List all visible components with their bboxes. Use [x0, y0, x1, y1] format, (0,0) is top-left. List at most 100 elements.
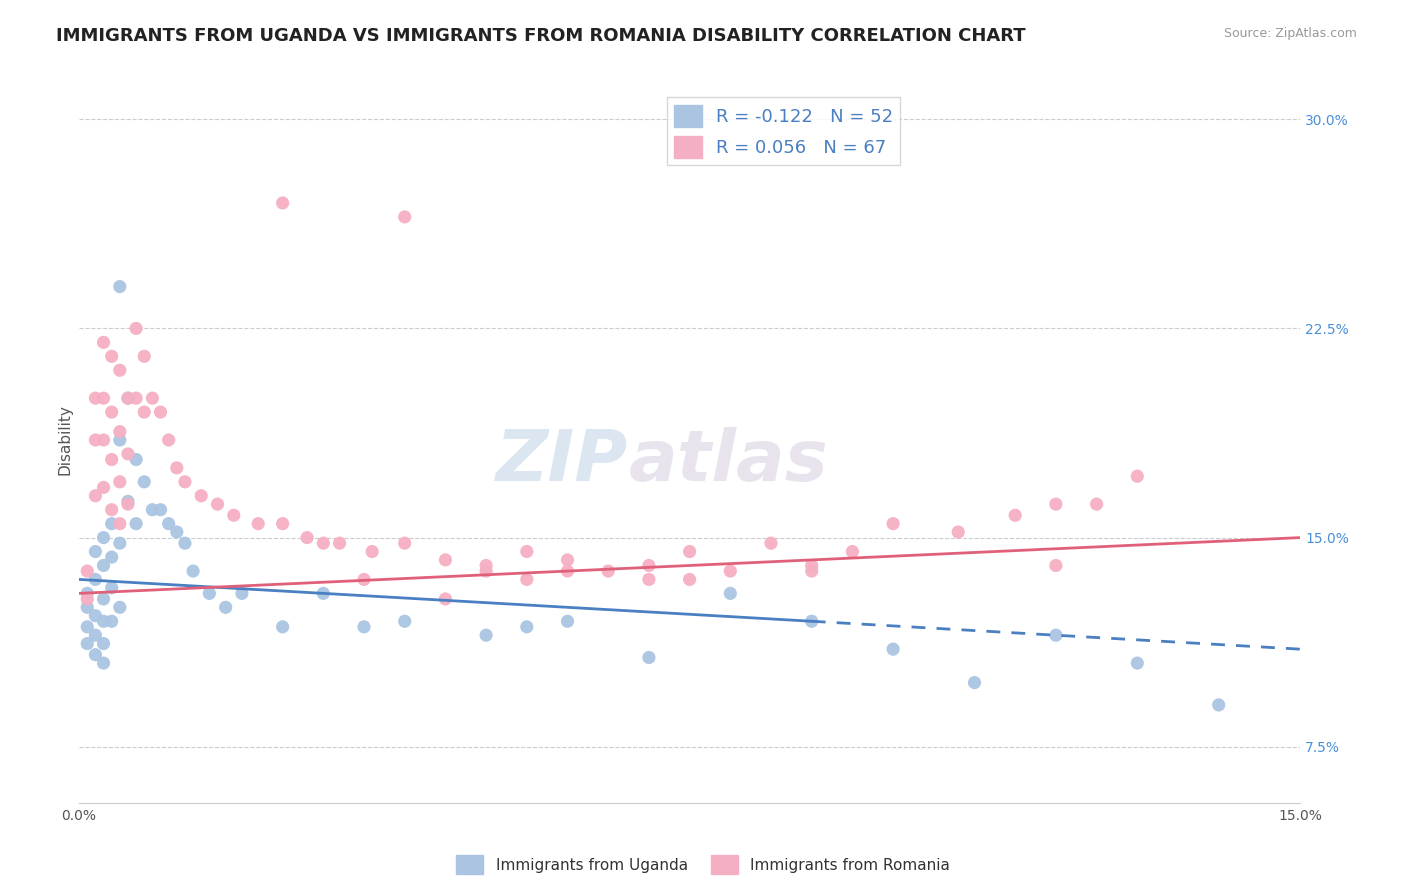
Point [394, 614, 416, 628]
Point [353, 620, 375, 634]
Point [434, 553, 457, 567]
Point [841, 544, 863, 558]
Point [84, 573, 107, 587]
Y-axis label: Disability: Disability [58, 405, 72, 475]
Point [93, 391, 115, 405]
Point [93, 531, 115, 545]
Point [117, 391, 139, 405]
Text: Source: ZipAtlas.com: Source: ZipAtlas.com [1223, 27, 1357, 40]
Point [157, 516, 180, 531]
Point [117, 391, 139, 405]
Point [125, 391, 148, 405]
Point [638, 573, 661, 587]
Point [312, 586, 335, 600]
Point [84, 608, 107, 623]
Point [84, 628, 107, 642]
Point [963, 675, 986, 690]
Point [108, 600, 131, 615]
Point [84, 648, 107, 662]
Point [882, 642, 904, 657]
Point [108, 279, 131, 293]
Point [93, 591, 115, 606]
Point [100, 452, 122, 467]
Point [1208, 698, 1230, 712]
Point [93, 558, 115, 573]
Point [557, 614, 579, 628]
Point [1045, 558, 1067, 573]
Point [125, 321, 148, 335]
Point [76, 600, 98, 615]
Point [100, 550, 122, 565]
Point [174, 475, 197, 489]
Point [108, 433, 131, 447]
Point [141, 502, 163, 516]
Point [394, 536, 416, 550]
Point [475, 558, 498, 573]
Point [84, 489, 107, 503]
Point [76, 591, 98, 606]
Point [76, 620, 98, 634]
Point [329, 536, 352, 550]
Point [93, 656, 115, 670]
Point [557, 553, 579, 567]
Point [800, 558, 823, 573]
Point [157, 433, 180, 447]
Point [678, 573, 700, 587]
Point [312, 536, 335, 550]
Point [134, 349, 156, 363]
Point [93, 480, 115, 494]
Point [271, 620, 294, 634]
Point [207, 497, 229, 511]
Point [214, 600, 236, 615]
Point [166, 461, 188, 475]
Point [108, 475, 131, 489]
Legend: Immigrants from Uganda, Immigrants from Romania: Immigrants from Uganda, Immigrants from … [450, 849, 956, 880]
Point [100, 349, 122, 363]
Point [231, 586, 253, 600]
Point [84, 544, 107, 558]
Point [134, 405, 156, 419]
Point [598, 564, 620, 578]
Point [166, 524, 188, 539]
Point [108, 425, 131, 439]
Point [882, 516, 904, 531]
Point [108, 516, 131, 531]
Point [76, 586, 98, 600]
Point [361, 544, 384, 558]
Point [100, 516, 122, 531]
Point [295, 531, 318, 545]
Point [117, 447, 139, 461]
Point [222, 508, 245, 523]
Point [108, 536, 131, 550]
Point [718, 564, 741, 578]
Point [76, 636, 98, 650]
Point [108, 363, 131, 377]
Point [84, 391, 107, 405]
Text: atlas: atlas [628, 427, 828, 496]
Point [678, 544, 700, 558]
Point [1045, 497, 1067, 511]
Point [557, 564, 579, 578]
Point [247, 516, 270, 531]
Point [93, 614, 115, 628]
Point [271, 196, 294, 211]
Point [434, 591, 457, 606]
Point [1126, 469, 1149, 483]
Point [100, 502, 122, 516]
Point [516, 620, 538, 634]
Point [394, 210, 416, 224]
Text: ZIP: ZIP [496, 427, 628, 496]
Point [718, 586, 741, 600]
Point [1085, 497, 1108, 511]
Point [271, 516, 294, 531]
Point [638, 650, 661, 665]
Point [638, 558, 661, 573]
Point [100, 614, 122, 628]
Point [84, 433, 107, 447]
Point [117, 494, 139, 508]
Point [353, 573, 375, 587]
Point [174, 536, 197, 550]
Point [800, 614, 823, 628]
Point [800, 564, 823, 578]
Point [516, 573, 538, 587]
